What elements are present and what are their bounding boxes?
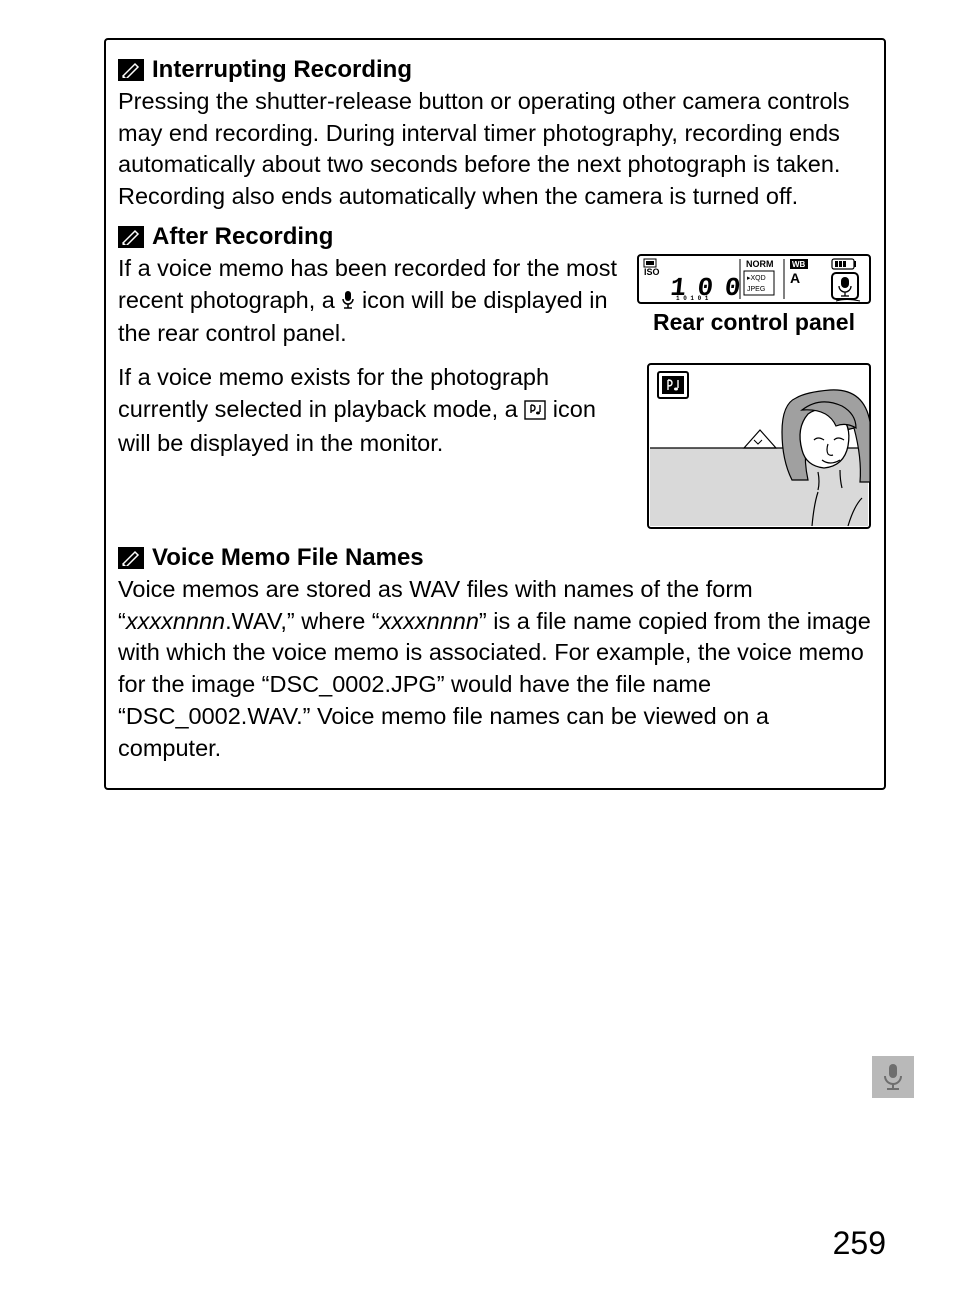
svg-text:A: A	[790, 270, 800, 286]
svg-text:▸XQD: ▸XQD	[747, 275, 766, 282]
after-p2a: If a voice memo exists for the photograp…	[118, 364, 549, 422]
pencil-icon	[118, 226, 144, 248]
pencil-icon	[118, 59, 144, 81]
monitor-graphic	[646, 362, 872, 530]
side-tab-mic-icon	[872, 1056, 914, 1098]
after-p1: If a voice memo has been recorded for th…	[118, 253, 622, 350]
heading-interrupting: Interrupting Recording	[118, 56, 872, 84]
panel-caption: Rear control panel	[653, 309, 855, 336]
rear-control-panel-graphic: ISO 1 0 0 1 0 1 0 1 NORM ▸XQD JPEG	[636, 253, 872, 305]
mic-icon	[341, 287, 355, 319]
svg-text:WB: WB	[792, 260, 806, 269]
memo-note-icon	[524, 397, 546, 429]
after-p2: If a voice memo exists for the photograp…	[118, 362, 632, 460]
page-number: 259	[833, 1225, 886, 1262]
heading-text: Voice Memo File Names	[152, 544, 424, 572]
two-col-monitor: If a voice memo exists for the photograp…	[118, 362, 872, 530]
heading-text: Interrupting Recording	[152, 56, 412, 84]
section-interrupting: Interrupting Recording Pressing the shut…	[118, 56, 872, 213]
content-box: Interrupting Recording Pressing the shut…	[104, 38, 886, 790]
fn-i1: xxxxnnnn	[126, 608, 225, 634]
right-col-monitor	[646, 362, 872, 530]
left-col: If a voice memo has been recorded for th…	[118, 253, 622, 356]
svg-text:NORM: NORM	[746, 259, 774, 269]
fn-i2: xxxxnnnn	[380, 608, 479, 634]
body-filenames: Voice memos are stored as WAV files with…	[118, 574, 872, 764]
left-col-2: If a voice memo exists for the photograp…	[118, 362, 632, 466]
right-col-panel: ISO 1 0 0 1 0 1 0 1 NORM ▸XQD JPEG	[636, 253, 872, 336]
section-filenames: Voice Memo File Names Voice memos are st…	[118, 544, 872, 764]
svg-text:JPEG: JPEG	[747, 286, 765, 293]
fn-t2: .WAV,” where “	[225, 608, 380, 634]
heading-filenames: Voice Memo File Names	[118, 544, 872, 572]
pencil-icon	[118, 547, 144, 569]
two-col-panel: If a voice memo has been recorded for th…	[118, 253, 872, 356]
svg-text:ISO: ISO	[644, 267, 660, 277]
section-after: After Recording If a voice memo has been…	[118, 223, 872, 530]
heading-after: After Recording	[118, 223, 872, 251]
page: Interrupting Recording Pressing the shut…	[0, 0, 954, 1314]
body-interrupting: Pressing the shutter-release button or o…	[118, 86, 872, 213]
heading-text: After Recording	[152, 223, 333, 251]
svg-text:1 0 1 0 1: 1 0 1 0 1	[676, 295, 709, 302]
